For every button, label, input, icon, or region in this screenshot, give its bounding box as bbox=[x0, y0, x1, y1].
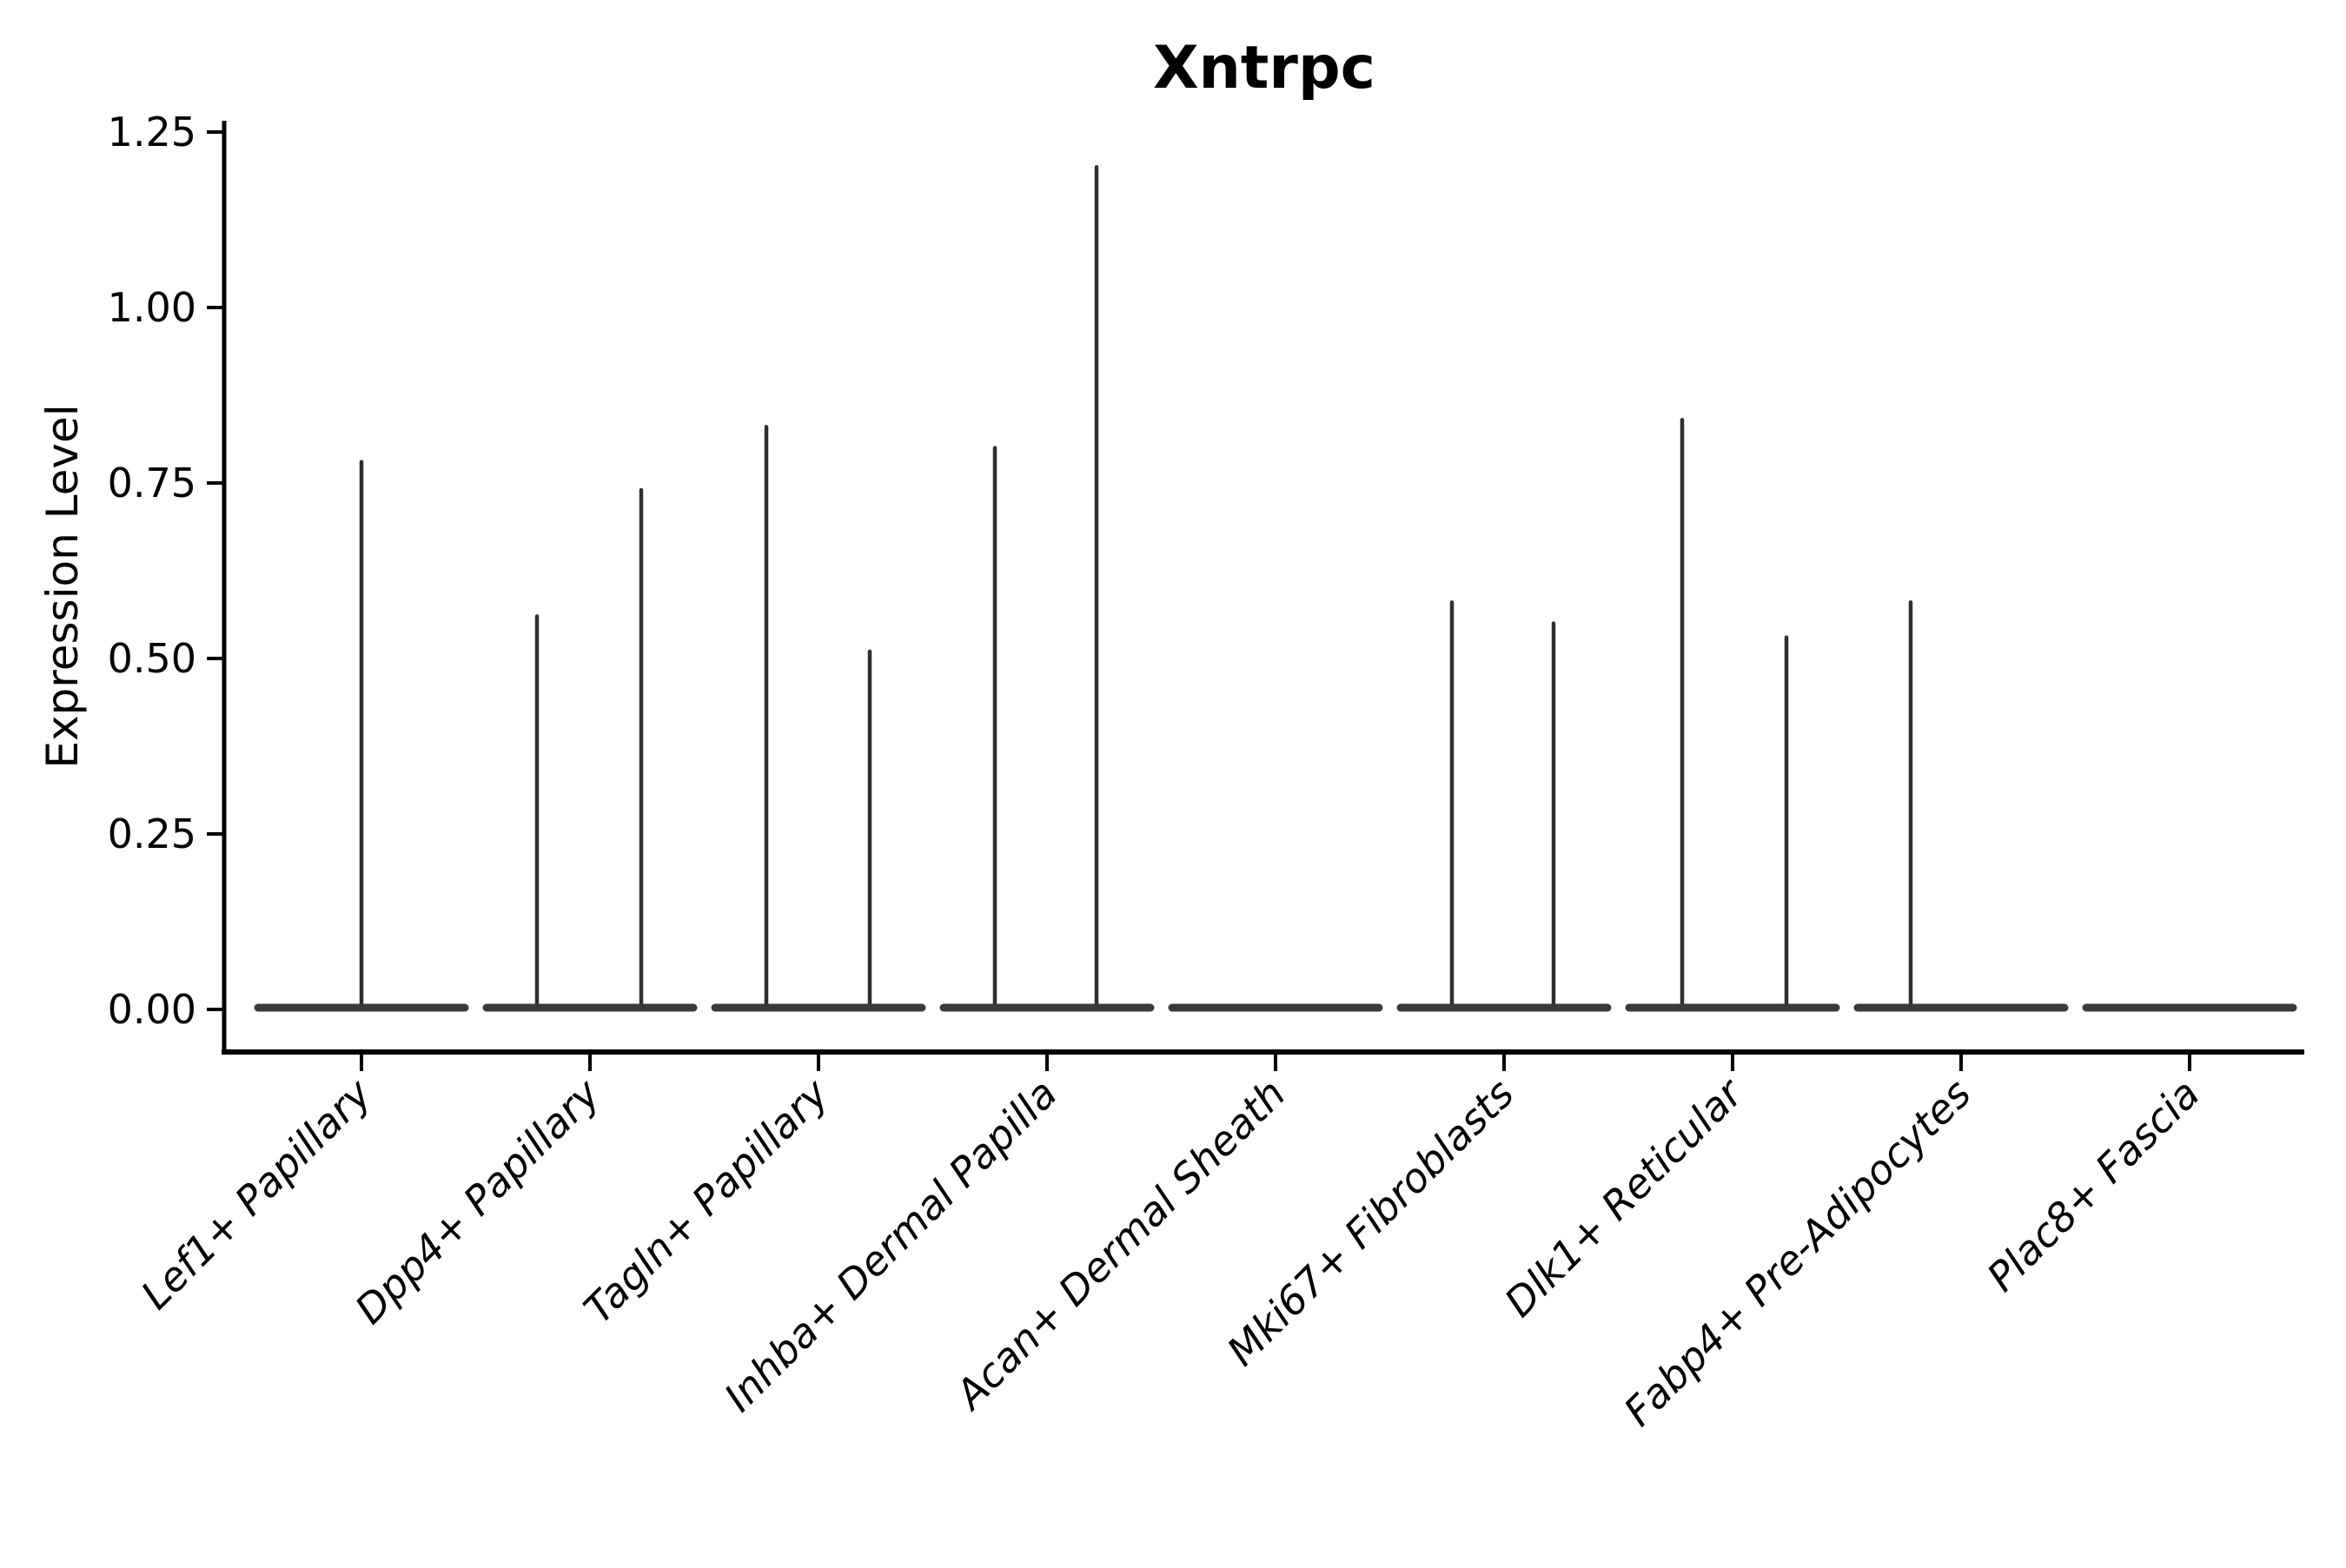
y-axis-ticks: 0.00 0.25 0.50 0.75 1.00 1.25 bbox=[108, 109, 223, 1033]
x-tick-label: Lef1+ Papillary bbox=[132, 1069, 381, 1318]
chart-title: Xntrpc bbox=[1153, 34, 1375, 103]
x-tick-label: Dlk1+ Reticular bbox=[1495, 1068, 1753, 1326]
y-tick-label: 0.50 bbox=[108, 635, 196, 682]
y-tick-label: 0.25 bbox=[108, 810, 196, 857]
violins bbox=[254, 165, 2297, 1012]
x-tick-label: Tagln+ Papillary bbox=[574, 1069, 838, 1333]
y-tick-label: 1.25 bbox=[108, 109, 196, 155]
y-tick-label: 0.75 bbox=[108, 460, 196, 506]
y-tick-label: 1.00 bbox=[108, 284, 196, 331]
y-tick-label: 0.00 bbox=[108, 986, 196, 1033]
x-tick-label: Dpp4+ Papillary bbox=[346, 1069, 609, 1333]
x-tick-label: Plac8+ Fascia bbox=[1978, 1070, 2208, 1300]
y-axis-label: Expression Level bbox=[37, 404, 88, 768]
